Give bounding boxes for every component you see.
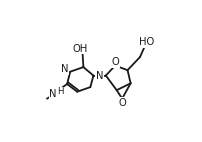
Text: H: H <box>57 87 63 96</box>
Text: N: N <box>96 71 103 81</box>
Text: N: N <box>61 64 68 74</box>
Text: O: O <box>118 98 126 107</box>
Text: HO: HO <box>139 37 154 47</box>
Text: O: O <box>111 58 119 67</box>
Text: OH: OH <box>73 44 88 54</box>
Text: N: N <box>49 89 57 99</box>
